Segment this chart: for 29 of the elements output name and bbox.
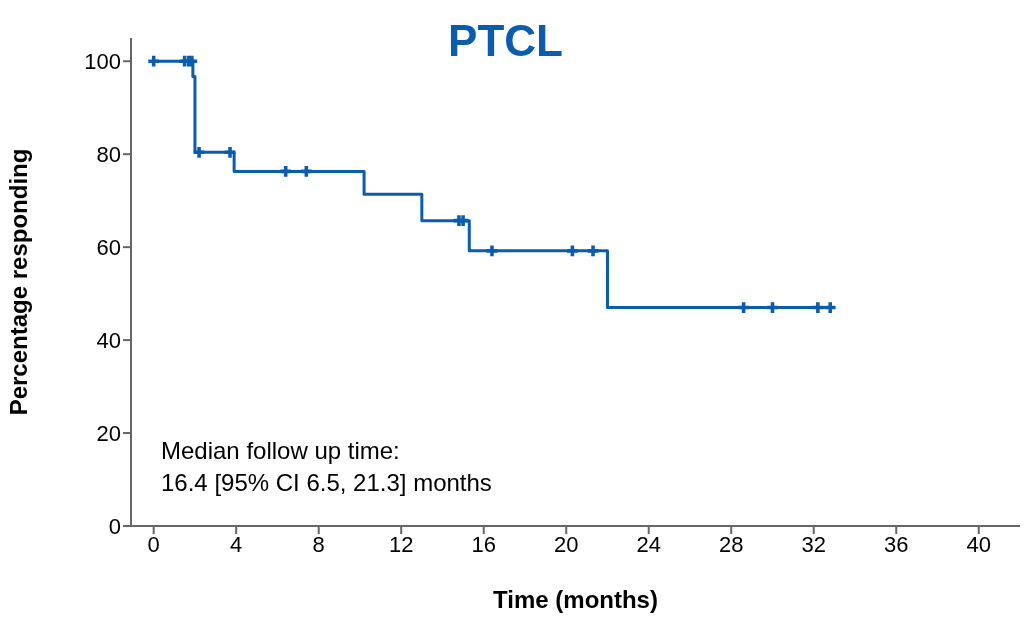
y-tick-label: 80 bbox=[96, 142, 121, 167]
x-tick-label: 8 bbox=[312, 531, 325, 557]
point bbox=[486, 245, 498, 257]
x-tick-label: 12 bbox=[388, 531, 414, 557]
x-tick-label: 20 bbox=[553, 531, 579, 557]
annotation: Median follow up time: 16.4 [95% CI 6.5, 21.3] months bbox=[161, 436, 492, 498]
y-tick-label: 40 bbox=[96, 327, 121, 353]
x-tick-label: 28 bbox=[718, 531, 744, 557]
x-tick-label: 36 bbox=[884, 531, 909, 557]
point bbox=[824, 302, 836, 313]
point bbox=[587, 245, 599, 257]
y-tick-label: 100 bbox=[84, 49, 121, 75]
x-tick-label: 4 bbox=[230, 531, 243, 557]
x-tick-label: 32 bbox=[801, 531, 826, 557]
point bbox=[567, 245, 578, 257]
x-tick-label: 24 bbox=[636, 531, 661, 557]
x-axis-title: Time (months) bbox=[493, 586, 658, 613]
point bbox=[812, 302, 824, 313]
point bbox=[148, 55, 160, 67]
x-tick-label: 0 bbox=[147, 531, 160, 557]
x-tick-label: 40 bbox=[966, 531, 991, 557]
point bbox=[224, 146, 236, 158]
point bbox=[193, 146, 205, 158]
y-axis-title: Percentage responding bbox=[4, 148, 32, 416]
y-tick-label: 20 bbox=[96, 420, 121, 446]
y-tick-label: 60 bbox=[96, 234, 121, 260]
y-tick-label: 0 bbox=[108, 513, 121, 539]
chart-title: PTCL bbox=[448, 16, 563, 65]
x-tick-label: 16 bbox=[471, 531, 496, 557]
